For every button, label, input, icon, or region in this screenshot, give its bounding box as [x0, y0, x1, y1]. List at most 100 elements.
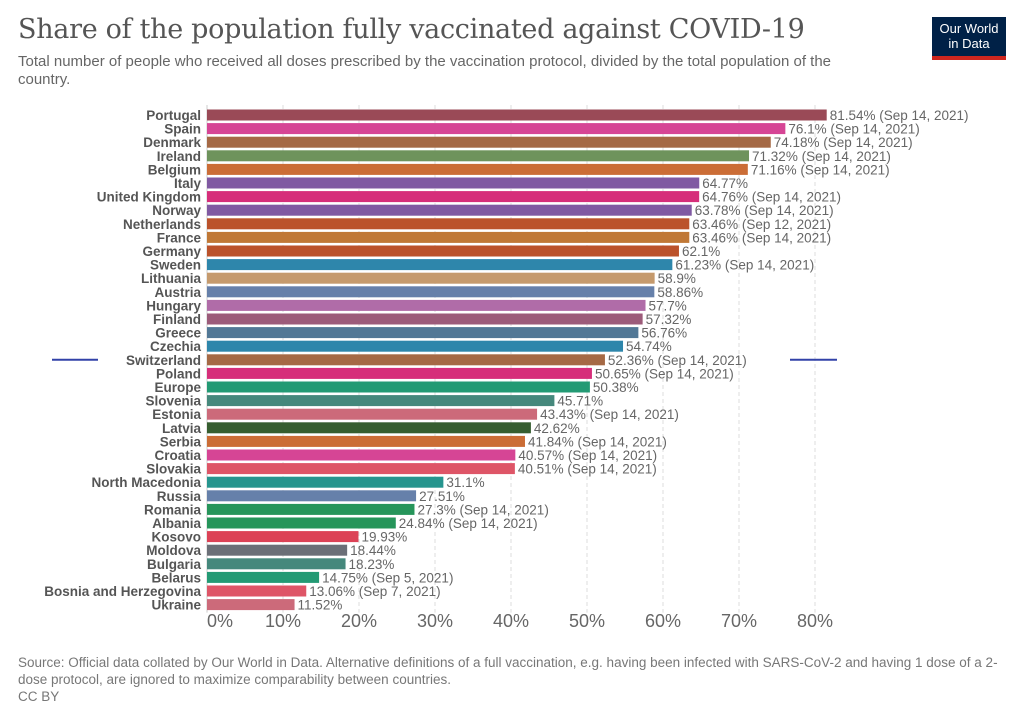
- country-label[interactable]: Denmark: [143, 135, 201, 150]
- country-label[interactable]: Croatia: [154, 448, 201, 463]
- country-label[interactable]: Kosovo: [151, 530, 201, 545]
- bar-poland[interactable]: [207, 367, 592, 379]
- country-label[interactable]: North Macedonia: [91, 475, 201, 490]
- value-label: 58.86%: [657, 285, 703, 300]
- value-label: 19.93%: [361, 530, 407, 545]
- bar-finland[interactable]: [207, 313, 643, 325]
- country-label[interactable]: Moldova: [146, 543, 201, 558]
- country-label[interactable]: Lithuania: [141, 271, 201, 286]
- bar-europe[interactable]: [207, 381, 590, 393]
- bar-italy[interactable]: [207, 177, 700, 189]
- bar-ireland[interactable]: [207, 150, 750, 162]
- bar-greece[interactable]: [207, 327, 639, 339]
- owid-logo[interactable]: Our World in Data: [932, 17, 1006, 60]
- bar-albania[interactable]: [207, 517, 396, 529]
- bar-belarus[interactable]: [207, 571, 320, 583]
- country-label[interactable]: Austria: [154, 285, 201, 300]
- bar-denmark[interactable]: [207, 136, 771, 148]
- bar-bosnia-and-herzegovina[interactable]: [207, 585, 307, 597]
- value-label: 63.46% (Sep 12, 2021): [692, 217, 831, 232]
- x-tick-label: 70%: [721, 611, 757, 631]
- value-label: 13.06% (Sep 7, 2021): [309, 584, 440, 599]
- bar-austria[interactable]: [207, 286, 655, 298]
- chart-title: Share of the population fully vaccinated…: [18, 14, 805, 45]
- value-label: 24.84% (Sep 14, 2021): [399, 516, 538, 531]
- country-label[interactable]: Italy: [174, 176, 202, 191]
- bar-hungary[interactable]: [207, 299, 646, 311]
- country-label[interactable]: Norway: [152, 203, 201, 218]
- bar-slovakia[interactable]: [207, 463, 515, 475]
- bar-russia[interactable]: [207, 490, 417, 502]
- value-label: 27.3% (Sep 14, 2021): [417, 502, 548, 517]
- bar-croatia[interactable]: [207, 449, 516, 461]
- value-label: 50.38%: [593, 380, 639, 395]
- country-label[interactable]: Europe: [154, 380, 201, 395]
- country-label[interactable]: Ireland: [157, 149, 201, 164]
- x-tick-label: 10%: [265, 611, 301, 631]
- bar-kosovo[interactable]: [207, 531, 359, 543]
- country-label[interactable]: Portugal: [146, 108, 201, 123]
- bar-norway[interactable]: [207, 204, 692, 216]
- value-label: 11.52%: [298, 598, 343, 613]
- value-label: 64.76% (Sep 14, 2021): [702, 190, 841, 205]
- country-label[interactable]: Belarus: [151, 570, 201, 585]
- country-label[interactable]: Ukraine: [151, 598, 201, 613]
- country-label[interactable]: Estonia: [152, 407, 201, 422]
- country-label[interactable]: Belgium: [148, 162, 201, 177]
- bar-netherlands[interactable]: [207, 218, 690, 230]
- country-label[interactable]: United Kingdom: [97, 190, 201, 205]
- bar-portugal[interactable]: [207, 109, 827, 121]
- bar-lithuania[interactable]: [207, 272, 655, 284]
- bar-czechia[interactable]: [207, 340, 624, 352]
- bar-bulgaria[interactable]: [207, 558, 346, 570]
- country-label[interactable]: Germany: [142, 244, 201, 259]
- country-label[interactable]: France: [157, 230, 202, 245]
- bar-north-macedonia[interactable]: [207, 476, 444, 488]
- country-label[interactable]: Greece: [155, 326, 201, 341]
- bar-slovenia[interactable]: [207, 395, 555, 407]
- bar-france[interactable]: [207, 231, 690, 243]
- bar-estonia[interactable]: [207, 408, 538, 420]
- value-label: 42.62%: [534, 421, 580, 436]
- country-label[interactable]: Switzerland: [126, 353, 201, 368]
- country-label[interactable]: Czechia: [150, 339, 202, 354]
- country-label[interactable]: Netherlands: [123, 217, 201, 232]
- value-label: 56.76%: [641, 326, 687, 341]
- bar-switzerland[interactable]: [207, 354, 605, 366]
- country-label[interactable]: Hungary: [146, 298, 201, 313]
- country-label[interactable]: Bosnia and Herzegovina: [44, 584, 201, 599]
- value-label: 27.51%: [419, 489, 465, 504]
- bar-latvia[interactable]: [207, 422, 531, 434]
- country-label[interactable]: Romania: [144, 502, 202, 517]
- country-label[interactable]: Latvia: [162, 421, 202, 436]
- bar-belgium[interactable]: [207, 163, 748, 175]
- country-label[interactable]: Finland: [153, 312, 201, 327]
- value-label: 40.51% (Sep 14, 2021): [518, 462, 657, 477]
- value-label: 18.44%: [350, 543, 396, 558]
- country-label[interactable]: Albania: [152, 516, 201, 531]
- license[interactable]: CC BY: [18, 689, 60, 704]
- value-label: 61.23% (Sep 14, 2021): [675, 258, 814, 273]
- country-label[interactable]: Russia: [157, 489, 202, 504]
- bar-moldova[interactable]: [207, 544, 348, 556]
- country-label[interactable]: Slovenia: [145, 394, 201, 409]
- value-label: 40.57% (Sep 14, 2021): [518, 448, 657, 463]
- bar-spain[interactable]: [207, 123, 786, 135]
- country-label[interactable]: Slovakia: [146, 462, 201, 477]
- country-label[interactable]: Sweden: [150, 258, 201, 273]
- bar-ukraine[interactable]: [207, 599, 295, 611]
- chart-footer: Source: Official data collated by Our Wo…: [18, 654, 1008, 705]
- bar-sweden[interactable]: [207, 259, 673, 271]
- x-tick-label: 0%: [207, 611, 233, 631]
- bar-germany[interactable]: [207, 245, 679, 257]
- bar-romania[interactable]: [207, 503, 415, 515]
- logo-line-1: Our World: [939, 21, 999, 36]
- country-label[interactable]: Spain: [164, 122, 201, 137]
- country-label[interactable]: Bulgaria: [147, 557, 202, 572]
- value-label: 18.23%: [349, 557, 395, 572]
- country-label[interactable]: Serbia: [160, 434, 202, 449]
- country-label[interactable]: Poland: [156, 366, 201, 381]
- bar-serbia[interactable]: [207, 435, 525, 447]
- value-label: 14.75% (Sep 5, 2021): [322, 570, 453, 585]
- bar-united-kingdom[interactable]: [207, 191, 700, 203]
